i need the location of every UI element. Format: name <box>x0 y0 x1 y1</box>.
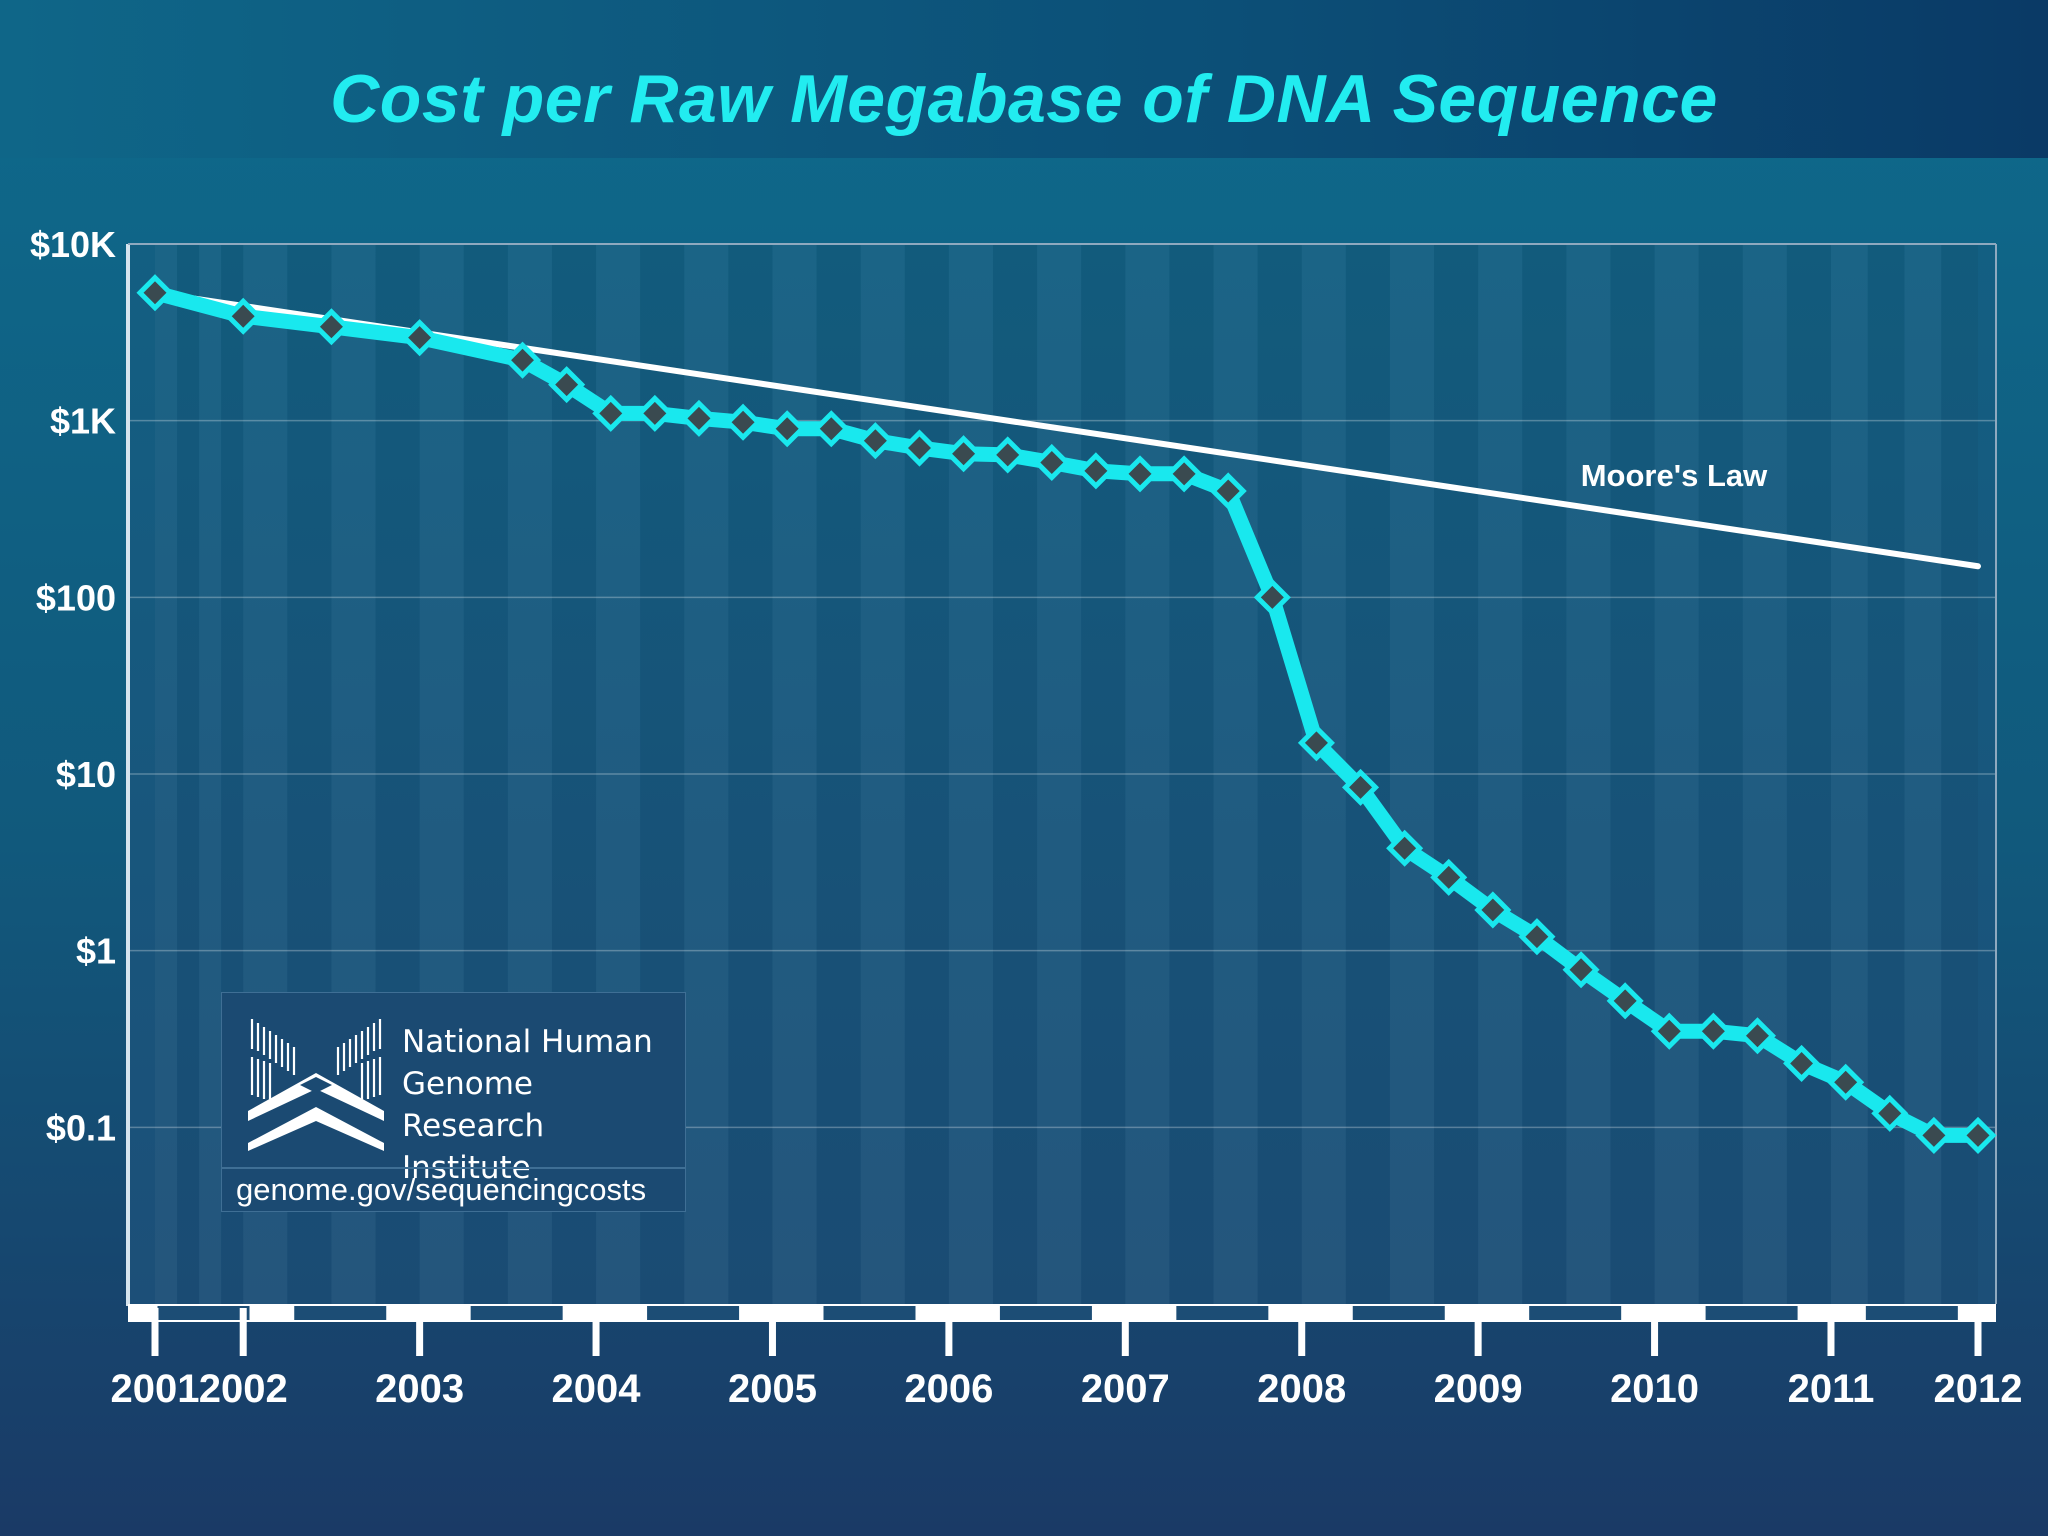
data-point <box>1474 891 1512 929</box>
data-point <box>680 399 718 437</box>
data-point <box>1033 443 1071 481</box>
institute-branding: National Human Genome Research Institute… <box>221 992 686 1212</box>
year-band <box>1610 244 1655 1304</box>
x-tick-label: 2008 <box>1257 1367 1346 1411</box>
year-band <box>1257 244 1302 1304</box>
data-point <box>1694 1012 1732 1050</box>
data-point <box>1871 1094 1909 1132</box>
data-point <box>1783 1044 1821 1082</box>
x-axis-notch <box>1705 1306 1798 1320</box>
org-name-line: Genome Research <box>402 1066 545 1144</box>
data-point <box>136 274 174 312</box>
org-name: National Human Genome Research Institute <box>402 1021 682 1189</box>
data-point <box>636 394 674 432</box>
annotations: Moore's Law <box>1581 458 1768 493</box>
y-tick-label: $1K <box>50 401 116 442</box>
x-tick-label: 2002 <box>199 1367 288 1411</box>
data-point <box>1606 982 1644 1020</box>
data-point <box>1297 724 1335 762</box>
year-band <box>1434 244 1479 1304</box>
year-band <box>1522 244 1567 1304</box>
x-axis-notch <box>157 1306 250 1320</box>
nhgri-logo-icon <box>248 1019 384 1151</box>
year-band <box>1786 244 1831 1304</box>
y-tick-label: $10 <box>56 754 116 795</box>
x-axis-notch <box>294 1306 387 1320</box>
year-band <box>1169 244 1214 1304</box>
x-tick-label: 2010 <box>1610 1367 1699 1411</box>
axes: 2001 2002 2003 2004 2005 2006 2007 2008 2009 2010… <box>111 243 2023 1411</box>
x-axis-notch <box>647 1306 740 1320</box>
x-axis-notch <box>999 1306 1092 1320</box>
org-name-line: National Human <box>402 1024 653 1060</box>
x-tick-label: 2001 <box>111 1367 200 1411</box>
y-tick-label: $0.1 <box>46 1107 116 1148</box>
x-tick-label: 2007 <box>1081 1367 1170 1411</box>
data-point <box>812 410 850 448</box>
data-point <box>1738 1017 1777 1055</box>
x-tick-label: 2003 <box>375 1367 464 1411</box>
year-band <box>177 244 200 1304</box>
chart-title: Cost per Raw Megabase of DNA Sequence <box>330 61 1718 137</box>
data-point <box>989 436 1027 474</box>
x-axis-notch <box>823 1306 916 1320</box>
data-point <box>504 341 542 379</box>
x-axis-notch <box>1529 1306 1622 1320</box>
data-point <box>592 394 630 432</box>
x-tick-label: 2012 <box>1934 1367 2023 1411</box>
y-tick-label: $1 <box>76 931 116 972</box>
divider <box>222 1167 685 1169</box>
year-band <box>904 244 949 1304</box>
data-point <box>1121 455 1159 493</box>
series-layer <box>136 274 1997 1154</box>
data-point <box>1165 455 1203 493</box>
x-tick-label: 2011 <box>1788 1367 1875 1411</box>
y-tick-label: $100 <box>36 577 116 618</box>
data-point <box>1386 829 1424 867</box>
data-point <box>1253 578 1291 616</box>
data-point <box>1518 918 1556 956</box>
source-link[interactable]: genome.gov/sequencingcosts <box>236 1172 647 1207</box>
moores-law-label: Moore's Law <box>1581 458 1768 493</box>
x-tick-label: 2005 <box>728 1367 817 1411</box>
y-tick-label: $10K <box>30 224 116 265</box>
data-point <box>900 429 939 467</box>
data-point <box>548 366 586 404</box>
data-point <box>1915 1116 1953 1154</box>
year-band <box>1081 244 1126 1304</box>
year-band <box>1698 244 1743 1304</box>
gridlines: $10K $1K $100 $10 $1 $0.1 <box>30 224 1996 1148</box>
data-point <box>768 410 806 448</box>
data-point <box>1077 452 1115 490</box>
data-point <box>312 308 350 346</box>
x-axis-notch <box>1352 1306 1445 1320</box>
data-point <box>1341 768 1380 806</box>
data-point <box>1827 1063 1865 1101</box>
x-axis-notch <box>1176 1306 1269 1320</box>
data-point <box>1959 1116 1997 1154</box>
data-point <box>1650 1012 1688 1050</box>
x-tick-label: 2004 <box>552 1367 642 1411</box>
x-axis-notch <box>470 1306 563 1320</box>
x-axis-notch <box>1865 1306 1958 1320</box>
title-band <box>0 0 2048 158</box>
x-tick-label: 2006 <box>904 1367 993 1411</box>
data-point <box>1209 472 1247 510</box>
data-point <box>856 422 894 460</box>
data-point <box>724 403 762 441</box>
moores-law-line <box>152 289 1981 570</box>
x-tick-label: 2009 <box>1434 1367 1523 1411</box>
data-point <box>224 297 262 335</box>
data-point <box>1562 951 1600 989</box>
data-point <box>945 435 983 473</box>
data-point <box>401 319 439 357</box>
data-point <box>1430 858 1468 896</box>
